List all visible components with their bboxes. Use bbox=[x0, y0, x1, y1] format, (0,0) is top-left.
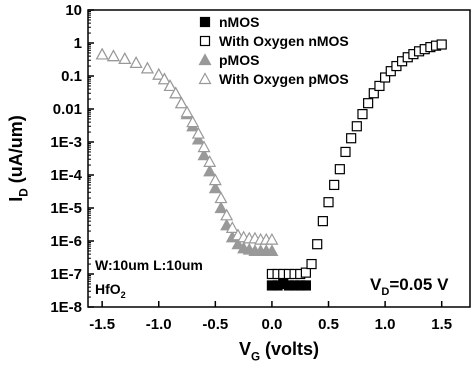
label-main: V bbox=[370, 275, 382, 294]
marker bbox=[140, 61, 154, 74]
x-tick-label: -0.5 bbox=[202, 316, 228, 333]
label-sub: 2 bbox=[121, 290, 126, 300]
label-sub: D bbox=[17, 188, 30, 196]
marker bbox=[368, 88, 379, 99]
legend-marker bbox=[198, 53, 212, 66]
label-main: I bbox=[6, 197, 26, 202]
marker bbox=[231, 237, 245, 250]
legend-label: With Oxygen pMOS bbox=[219, 71, 349, 87]
x-tick-label: 1.5 bbox=[431, 316, 452, 333]
marker bbox=[214, 191, 228, 204]
marker bbox=[214, 201, 228, 214]
marker bbox=[312, 239, 323, 250]
marker bbox=[197, 140, 211, 153]
marker bbox=[306, 258, 317, 270]
marker bbox=[180, 105, 194, 118]
x-tick-label: 1.0 bbox=[375, 316, 396, 333]
x-tick-label: -1.0 bbox=[146, 316, 172, 333]
x-tick-label: -1.5 bbox=[89, 316, 115, 333]
marker bbox=[380, 72, 391, 83]
marker bbox=[317, 216, 328, 227]
label: HfO2 bbox=[95, 281, 126, 300]
legend-label: With Oxygen nMOS bbox=[219, 33, 349, 49]
marker bbox=[169, 86, 183, 99]
label-rest: =0.05 V bbox=[389, 275, 449, 294]
marker bbox=[351, 121, 362, 132]
marker bbox=[265, 244, 279, 257]
x-tick-label: 0.0 bbox=[261, 316, 282, 333]
marker bbox=[118, 52, 132, 64]
marker bbox=[106, 49, 120, 62]
marker bbox=[220, 208, 234, 221]
marker bbox=[363, 98, 374, 109]
label-sub: G bbox=[251, 350, 260, 363]
label: VG (volts) bbox=[239, 339, 319, 363]
label-sub: D bbox=[381, 286, 389, 298]
marker bbox=[329, 179, 340, 191]
legend-label: nMOS bbox=[219, 14, 259, 30]
y-tick-label: 1E-6 bbox=[50, 233, 82, 250]
marker bbox=[346, 133, 357, 144]
marker bbox=[436, 39, 447, 50]
marker bbox=[208, 173, 222, 186]
legend-marker bbox=[199, 35, 211, 47]
y-tick-label: 0.01 bbox=[53, 101, 82, 118]
label: VD=0.05 V bbox=[370, 275, 449, 298]
marker bbox=[174, 96, 188, 109]
y-tick-label: 1E-8 bbox=[50, 299, 82, 316]
marker bbox=[203, 164, 217, 177]
label: W:10um L:10um bbox=[95, 257, 203, 273]
label-main: HfO bbox=[95, 281, 121, 297]
label-main: V bbox=[239, 339, 251, 359]
label-main: W:10um L:10um bbox=[95, 257, 203, 273]
legend-marker bbox=[198, 72, 212, 85]
label-rest: (uA/um) bbox=[6, 115, 26, 188]
label-rest: (volts) bbox=[260, 339, 319, 359]
marker bbox=[300, 280, 311, 291]
marker bbox=[208, 181, 222, 194]
marker bbox=[340, 146, 351, 158]
y-tick-label: 1E-3 bbox=[50, 134, 82, 151]
y-tick-label: 1E-7 bbox=[50, 266, 82, 283]
y-tick-label: 1 bbox=[74, 35, 82, 52]
marker bbox=[225, 221, 239, 233]
marker bbox=[300, 267, 311, 278]
label: ID (uA/um) bbox=[6, 115, 30, 201]
marker bbox=[152, 67, 166, 80]
y-tick-label: 0.1 bbox=[61, 68, 82, 85]
marker bbox=[129, 56, 143, 68]
marker bbox=[163, 79, 177, 92]
marker bbox=[191, 126, 205, 139]
y-tick-label: 10 bbox=[65, 2, 82, 19]
marker bbox=[186, 115, 200, 128]
marker bbox=[203, 155, 217, 167]
legend-marker bbox=[199, 16, 211, 28]
marker bbox=[334, 164, 345, 175]
marker bbox=[323, 197, 334, 208]
marker bbox=[197, 148, 211, 161]
y-tick-label: 1E-5 bbox=[50, 200, 82, 217]
marker bbox=[95, 47, 109, 60]
legend-label: pMOS bbox=[219, 52, 259, 68]
marker bbox=[191, 132, 205, 145]
marker bbox=[157, 72, 171, 85]
plot-frame bbox=[87, 9, 471, 308]
x-tick-label: 0.5 bbox=[318, 316, 339, 333]
marker bbox=[374, 80, 385, 92]
marker bbox=[265, 232, 279, 245]
marker bbox=[357, 109, 368, 120]
marker bbox=[385, 66, 396, 77]
y-tick-label: 1E-4 bbox=[50, 167, 82, 184]
